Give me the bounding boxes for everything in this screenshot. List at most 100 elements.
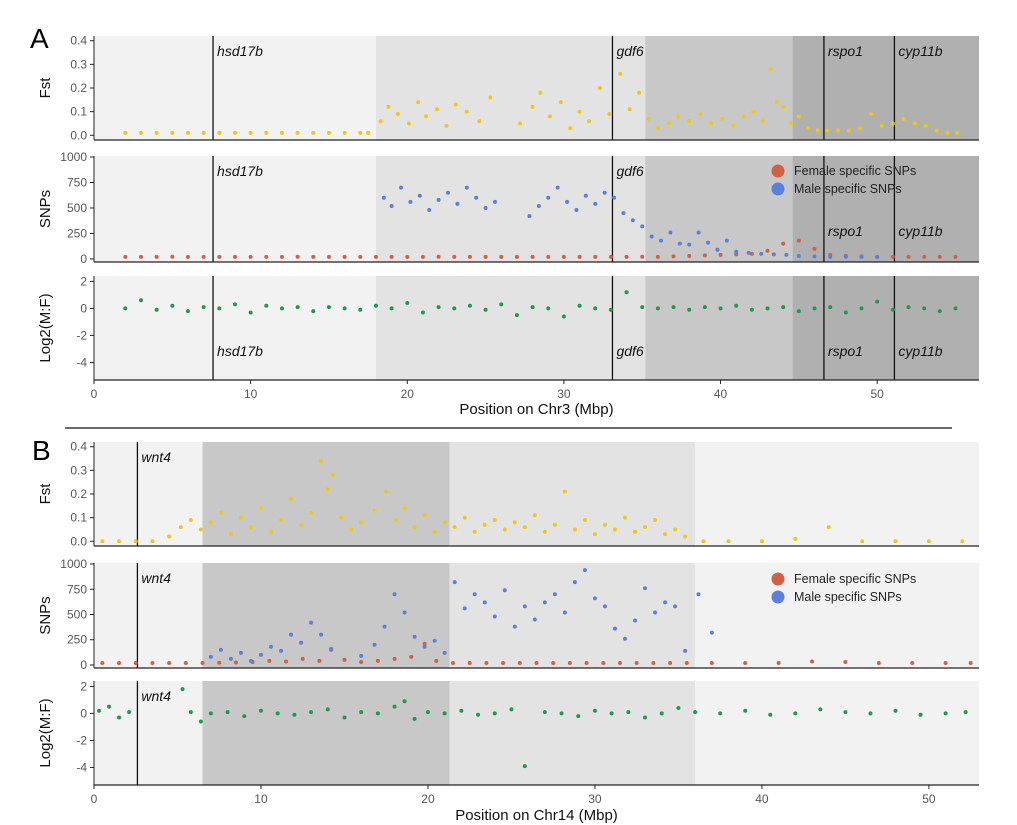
data-point bbox=[593, 306, 598, 311]
data-point bbox=[201, 305, 206, 310]
data-point bbox=[375, 658, 380, 663]
data-point bbox=[372, 508, 377, 513]
data-point bbox=[784, 252, 789, 257]
data-point bbox=[484, 660, 489, 665]
data-point bbox=[330, 473, 335, 478]
gene-label: rspo1 bbox=[828, 223, 863, 239]
data-point bbox=[258, 506, 263, 511]
data-point bbox=[731, 123, 736, 128]
data-point bbox=[228, 656, 233, 661]
data-point bbox=[542, 710, 547, 715]
data-point bbox=[248, 658, 253, 663]
shaded-region bbox=[94, 681, 203, 785]
data-point bbox=[238, 650, 243, 655]
data-point bbox=[208, 711, 213, 716]
data-point bbox=[375, 711, 380, 716]
data-point bbox=[248, 525, 253, 530]
data-point bbox=[279, 254, 284, 259]
data-point bbox=[673, 604, 678, 609]
data-point bbox=[319, 632, 324, 637]
data-point bbox=[462, 515, 467, 520]
data-point bbox=[492, 614, 497, 619]
data-point bbox=[492, 711, 497, 716]
data-point bbox=[422, 513, 427, 518]
x-tick-label: 20 bbox=[421, 792, 435, 806]
data-point bbox=[180, 687, 185, 692]
data-point bbox=[444, 123, 449, 128]
data-point bbox=[289, 496, 294, 501]
data-point bbox=[532, 513, 537, 518]
data-point bbox=[100, 539, 105, 544]
data-point bbox=[311, 254, 316, 259]
data-point bbox=[185, 254, 190, 259]
y-tick-label: -4 bbox=[76, 760, 87, 774]
x-tick-label: 40 bbox=[755, 792, 769, 806]
data-point bbox=[592, 532, 597, 537]
data-point bbox=[818, 707, 823, 712]
data-point bbox=[666, 121, 671, 126]
data-point bbox=[499, 302, 504, 307]
data-point bbox=[696, 230, 701, 235]
data-point bbox=[514, 313, 519, 318]
data-point bbox=[452, 306, 457, 311]
data-point bbox=[630, 218, 635, 223]
data-point bbox=[527, 214, 532, 219]
data-point bbox=[567, 660, 572, 665]
data-point bbox=[634, 660, 639, 665]
x-tick-label: 30 bbox=[557, 387, 571, 401]
data-point bbox=[558, 100, 563, 105]
data-point bbox=[117, 660, 122, 665]
x-tick-label: 50 bbox=[922, 792, 936, 806]
data-point bbox=[358, 254, 363, 259]
gene-label: gdf6 bbox=[616, 163, 643, 179]
data-point bbox=[582, 518, 587, 522]
data-point bbox=[734, 303, 739, 308]
data-point bbox=[339, 515, 344, 520]
data-point bbox=[392, 592, 397, 597]
data-point bbox=[602, 604, 607, 609]
data-point bbox=[474, 195, 479, 200]
data-point bbox=[612, 626, 617, 631]
y-tick-label: 0.4 bbox=[70, 440, 87, 454]
data-point bbox=[309, 620, 314, 625]
data-point bbox=[749, 307, 754, 312]
data-point bbox=[640, 254, 645, 259]
data-point bbox=[342, 130, 347, 135]
data-point bbox=[217, 660, 222, 665]
data-point bbox=[857, 126, 862, 131]
data-point bbox=[100, 660, 105, 665]
data-point bbox=[584, 660, 589, 665]
data-point bbox=[749, 251, 754, 256]
data-point bbox=[653, 610, 658, 615]
data-point bbox=[264, 303, 269, 308]
data-point bbox=[232, 130, 237, 135]
data-point bbox=[326, 130, 331, 135]
data-point bbox=[123, 306, 128, 311]
data-point bbox=[422, 644, 427, 649]
data-point bbox=[188, 710, 193, 715]
shaded-region bbox=[792, 276, 979, 380]
data-point bbox=[472, 529, 477, 534]
y-tick-label: 0 bbox=[80, 706, 87, 720]
data-point bbox=[623, 636, 627, 641]
data-point bbox=[576, 714, 581, 719]
data-point bbox=[299, 640, 304, 645]
data-point bbox=[512, 624, 517, 629]
data-point bbox=[138, 130, 143, 135]
legend-swatch-male bbox=[771, 182, 785, 196]
data-point bbox=[640, 224, 645, 229]
data-point bbox=[405, 254, 410, 259]
data-point bbox=[170, 303, 175, 308]
data-point bbox=[412, 634, 417, 639]
data-point bbox=[359, 659, 364, 664]
data-point bbox=[295, 254, 300, 259]
y-tick-label: 1000 bbox=[60, 150, 87, 164]
data-point bbox=[399, 185, 404, 190]
shaded-region bbox=[202, 681, 450, 785]
data-point bbox=[937, 254, 942, 259]
data-point bbox=[945, 130, 950, 135]
data-point bbox=[522, 525, 527, 530]
data-point bbox=[743, 708, 748, 713]
gene-label: gdf6 bbox=[616, 43, 643, 59]
